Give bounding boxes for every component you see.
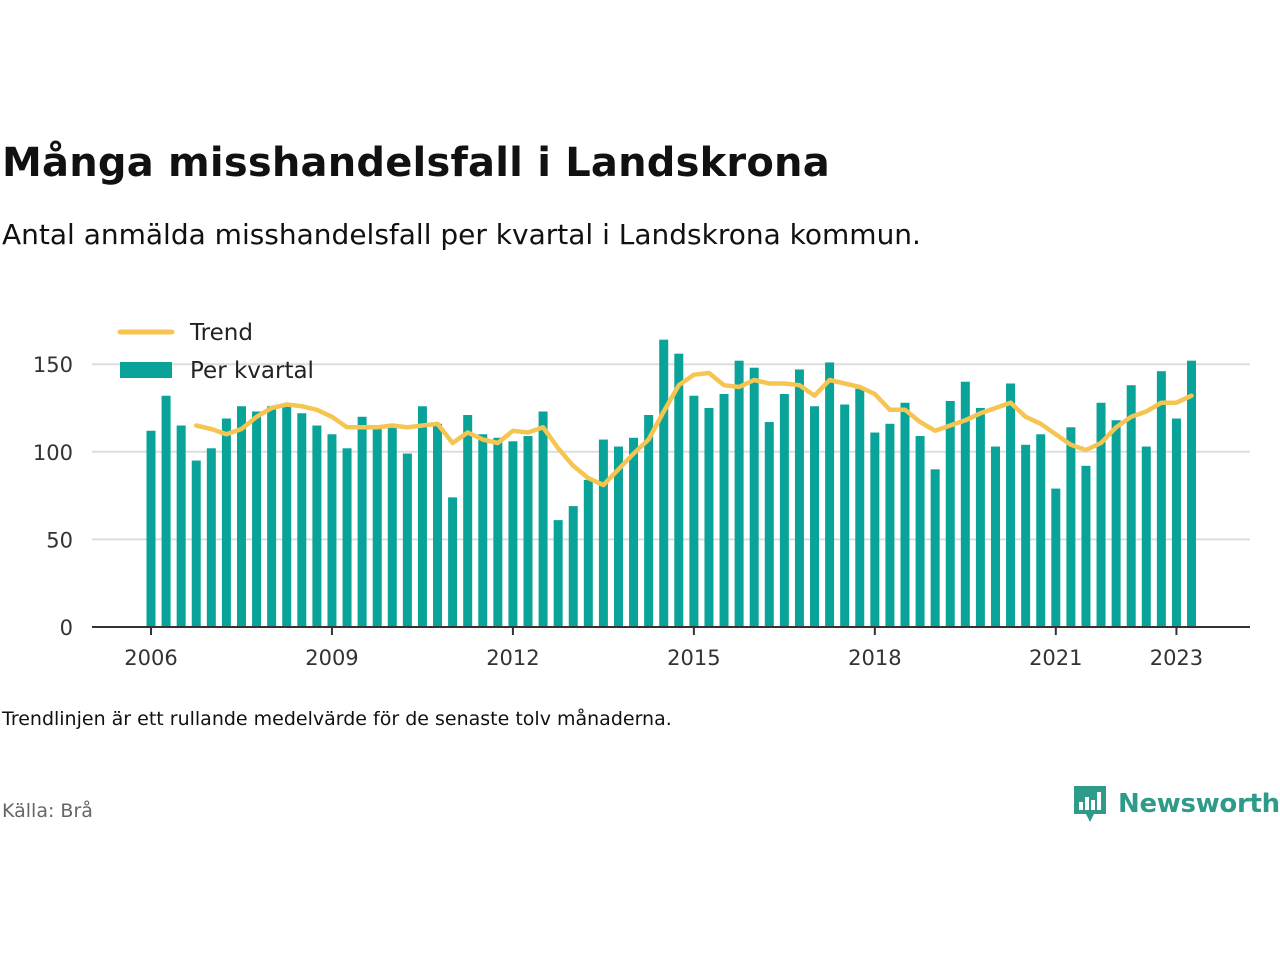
bar <box>312 425 322 627</box>
bar <box>1096 402 1106 627</box>
bar-chart: 0 50 100 150 2006 2009 2012 2015 2018 2021 2023 T… <box>33 320 1250 670</box>
bar <box>583 479 593 627</box>
bar <box>764 422 774 627</box>
grid-lines <box>92 363 1250 541</box>
brand-name: Newsworthy <box>1118 789 1280 819</box>
bar <box>960 381 970 627</box>
bar <box>598 439 608 627</box>
bar <box>1021 444 1031 627</box>
x-tick-label: 2018 <box>848 646 901 670</box>
bar <box>749 367 759 627</box>
bar <box>1081 465 1091 627</box>
bars <box>146 339 1197 627</box>
bar <box>267 406 277 627</box>
footnote: Trendlinjen är ett rullande medelvärde f… <box>2 708 672 730</box>
bar <box>448 497 458 627</box>
bar <box>704 408 714 627</box>
bar <box>885 423 895 627</box>
bar <box>840 404 850 627</box>
bar <box>463 415 473 627</box>
bar <box>493 437 503 627</box>
bar <box>1051 488 1061 627</box>
bar <box>357 416 367 627</box>
bar <box>327 434 337 627</box>
chart-title: Många misshandelsfall i Landskrona <box>2 140 830 186</box>
x-tick-label: 2021 <box>1029 646 1082 670</box>
bar <box>252 411 262 627</box>
bar <box>523 436 533 627</box>
x-ticks: 2006 2009 2012 2015 2018 2021 2023 <box>124 627 1203 670</box>
bar <box>372 429 382 627</box>
bar <box>1006 383 1016 627</box>
brand-logo: Newsworthy <box>1072 784 1280 824</box>
x-tick-label: 2023 <box>1150 646 1203 670</box>
bar <box>659 339 669 627</box>
bar <box>342 448 352 627</box>
bar <box>433 423 443 627</box>
bar <box>1111 420 1121 627</box>
bar <box>161 395 171 627</box>
bar <box>176 425 186 627</box>
bar <box>402 453 412 627</box>
bar <box>297 413 307 627</box>
bar <box>221 418 231 627</box>
bar <box>1156 371 1166 627</box>
y-tick-label: 50 <box>46 528 73 552</box>
bar <box>689 395 699 627</box>
bar <box>206 448 216 627</box>
x-tick-label: 2006 <box>124 646 177 670</box>
legend-bar-swatch <box>120 362 172 378</box>
bar <box>146 430 156 627</box>
legend: Trend Per kvartal <box>117 320 314 384</box>
bar <box>613 446 623 627</box>
bar <box>417 406 427 627</box>
bar <box>629 437 639 627</box>
bar <box>900 402 910 627</box>
bar <box>538 411 548 627</box>
bar <box>1141 446 1151 627</box>
bar <box>945 400 955 627</box>
bar <box>644 415 654 627</box>
bar <box>1036 434 1046 627</box>
source-text: Källa: Brå <box>2 800 93 822</box>
bar <box>236 406 246 627</box>
bar <box>855 388 865 627</box>
bar <box>568 506 578 627</box>
bar <box>478 434 488 627</box>
bar <box>779 393 789 627</box>
y-tick-label: 150 <box>33 353 73 377</box>
bar <box>990 446 1000 627</box>
bar <box>387 423 397 627</box>
trend-line <box>193 370 1194 488</box>
bar <box>810 406 820 627</box>
bar <box>915 436 925 627</box>
bar <box>975 408 985 627</box>
x-tick-label: 2015 <box>667 646 720 670</box>
x-tick-label: 2009 <box>305 646 358 670</box>
y-tick-label: 0 <box>60 616 73 640</box>
bar <box>1066 427 1076 627</box>
bar <box>191 460 201 627</box>
y-tick-label: 100 <box>33 441 73 465</box>
x-tick-label: 2012 <box>486 646 539 670</box>
legend-bar-label: Per kvartal <box>190 358 314 384</box>
bar <box>1187 360 1197 627</box>
bar <box>794 369 804 627</box>
bar <box>734 360 744 627</box>
bar <box>1126 385 1136 627</box>
bar <box>508 441 518 627</box>
bar <box>674 353 684 627</box>
chart-subtitle: Antal anmälda misshandelsfall per kvarta… <box>2 218 921 251</box>
bar <box>930 469 940 627</box>
newsworthy-logo-icon <box>1074 786 1106 822</box>
bar <box>825 362 835 627</box>
legend-trend-label: Trend <box>189 320 253 346</box>
bar <box>870 432 880 627</box>
bar <box>553 520 563 627</box>
bar <box>282 406 292 627</box>
bar <box>719 393 729 627</box>
y-tick-labels: 0 50 100 150 <box>33 353 73 640</box>
bar <box>1171 418 1181 627</box>
